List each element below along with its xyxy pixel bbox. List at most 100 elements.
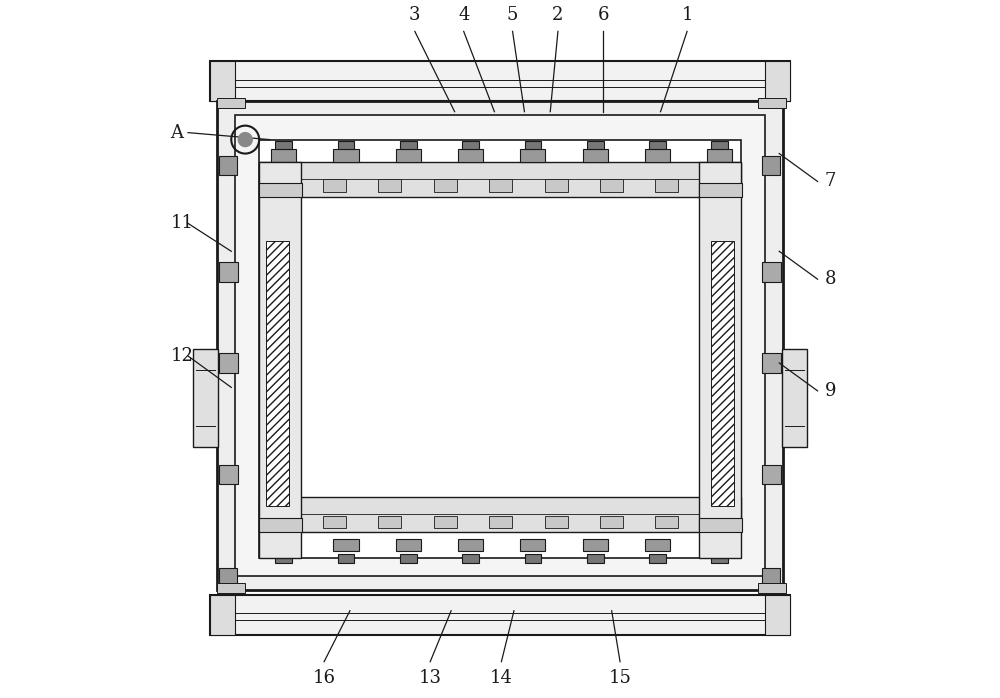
Bar — [699, 518, 742, 532]
Bar — [711, 554, 728, 563]
Bar — [271, 539, 296, 551]
Bar — [434, 516, 457, 528]
Bar — [762, 353, 781, 373]
Text: 9: 9 — [825, 382, 836, 400]
Bar — [462, 141, 479, 149]
Bar — [711, 179, 734, 192]
Bar — [765, 61, 790, 101]
Bar — [762, 262, 781, 282]
Bar — [525, 554, 541, 563]
Text: 14: 14 — [490, 669, 513, 687]
Bar — [583, 149, 608, 162]
Bar — [489, 516, 512, 528]
Bar — [711, 241, 734, 506]
Bar — [600, 179, 623, 192]
Bar — [762, 465, 781, 484]
Bar — [259, 162, 741, 197]
Bar — [711, 516, 734, 528]
Bar — [600, 516, 623, 528]
Bar — [217, 101, 783, 590]
Bar — [338, 554, 354, 563]
Bar — [765, 595, 790, 635]
Text: 16: 16 — [313, 669, 336, 687]
Bar — [645, 539, 670, 551]
Text: 8: 8 — [825, 270, 836, 288]
Bar — [217, 98, 245, 108]
Text: 1: 1 — [681, 6, 693, 24]
Bar — [545, 516, 568, 528]
Bar — [400, 554, 417, 563]
Bar — [396, 539, 421, 551]
Bar — [210, 61, 790, 101]
Bar — [655, 516, 678, 528]
Bar — [520, 539, 545, 551]
Bar — [400, 141, 417, 149]
Bar — [219, 568, 237, 586]
Bar — [711, 141, 728, 149]
Bar — [645, 149, 670, 162]
Bar — [758, 583, 786, 593]
Bar — [525, 141, 541, 149]
Text: 11: 11 — [171, 214, 194, 232]
Bar — [458, 149, 483, 162]
Bar — [338, 141, 354, 149]
Bar — [259, 140, 741, 558]
Bar — [219, 465, 238, 484]
Bar — [699, 183, 742, 197]
Bar — [458, 539, 483, 551]
Bar — [268, 179, 291, 192]
Bar — [762, 568, 780, 586]
Bar — [758, 98, 786, 108]
Bar — [762, 156, 780, 174]
Bar — [396, 149, 421, 162]
Bar — [699, 162, 741, 558]
Bar — [266, 241, 289, 506]
Text: 13: 13 — [419, 669, 442, 687]
Bar — [378, 179, 401, 192]
Bar — [268, 516, 291, 528]
Bar — [707, 539, 732, 551]
Bar — [333, 149, 359, 162]
Bar — [275, 554, 292, 563]
Bar — [193, 349, 218, 447]
Bar — [520, 149, 545, 162]
Bar — [217, 583, 245, 593]
Bar — [259, 518, 302, 532]
Bar — [583, 539, 608, 551]
Text: 7: 7 — [825, 172, 836, 191]
Text: 5: 5 — [507, 6, 518, 24]
Text: 15: 15 — [609, 669, 631, 687]
Bar — [378, 516, 401, 528]
Bar — [219, 353, 238, 373]
Bar — [649, 554, 666, 563]
Bar — [323, 179, 346, 192]
Text: 12: 12 — [171, 347, 193, 365]
Bar — [235, 115, 765, 576]
Bar — [259, 183, 302, 197]
Text: 6: 6 — [598, 6, 609, 24]
Bar — [462, 554, 479, 563]
Text: 3: 3 — [409, 6, 421, 24]
Bar — [259, 497, 741, 532]
Bar — [210, 595, 235, 635]
Bar — [655, 179, 678, 192]
Bar — [587, 554, 604, 563]
Bar — [587, 141, 604, 149]
Bar — [210, 61, 235, 101]
Bar — [259, 162, 301, 558]
Bar — [219, 156, 237, 174]
Bar — [707, 149, 732, 162]
Bar — [545, 179, 568, 192]
Bar — [210, 595, 790, 635]
Bar — [649, 141, 666, 149]
Bar — [275, 141, 292, 149]
Circle shape — [238, 133, 252, 147]
Bar — [271, 149, 296, 162]
Text: A: A — [171, 124, 184, 142]
Bar — [782, 349, 807, 447]
Bar — [219, 262, 238, 282]
Bar — [323, 516, 346, 528]
Bar — [489, 179, 512, 192]
Text: 2: 2 — [552, 6, 564, 24]
Text: 4: 4 — [458, 6, 469, 24]
